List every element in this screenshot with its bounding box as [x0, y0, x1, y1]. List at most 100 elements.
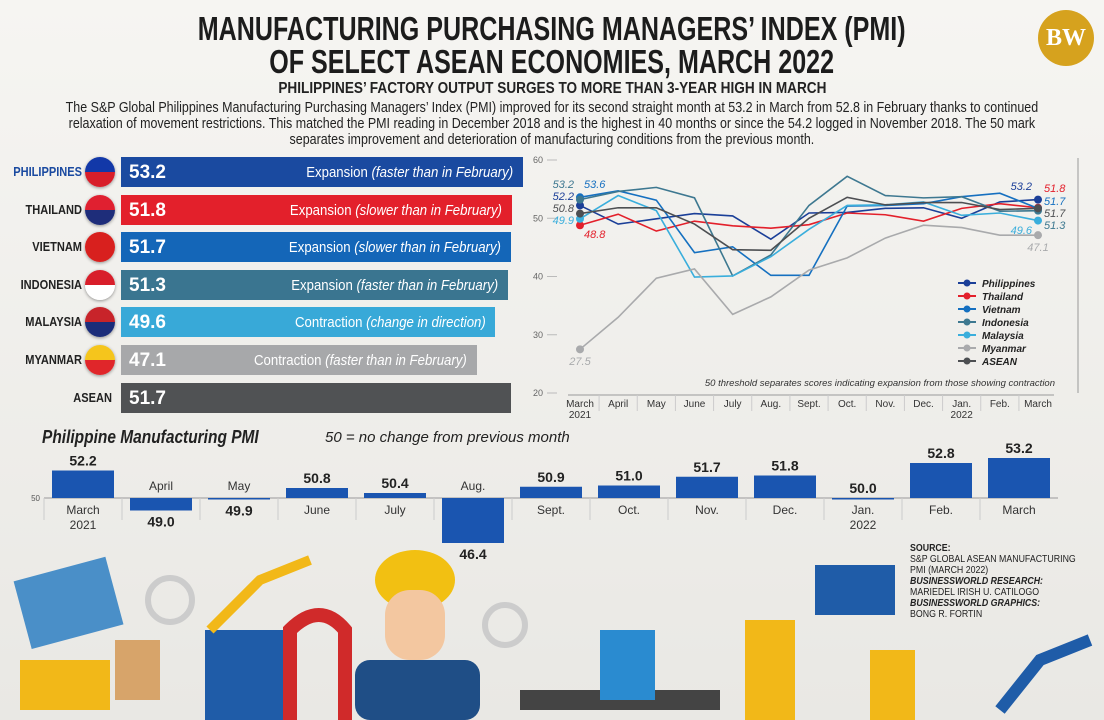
x-tick-label: Aug.: [761, 399, 782, 410]
point-indonesia: [576, 195, 584, 204]
legend-label: Vietnam: [982, 305, 1021, 316]
gear-icon: [145, 575, 195, 625]
bar-description: Expansion (slower than in February): [290, 201, 503, 219]
legend-marker: [963, 318, 971, 326]
ph-x-label: Nov.: [695, 503, 719, 517]
ph-x-label: Jan.: [852, 503, 875, 517]
bar-value: 51.3: [129, 274, 166, 296]
end-value-label: 51.7: [1044, 196, 1066, 208]
bar-value: 53.2: [129, 162, 166, 183]
ph-bar-value: 53.2: [1005, 440, 1032, 456]
end-value-label: 53.2: [1011, 181, 1032, 193]
point-philippines: [1034, 195, 1042, 204]
intro-paragraph: The S&P Global Philippines Manufacturing…: [40, 100, 1064, 148]
press-machine-icon: [205, 630, 290, 720]
robot-arm-icon: [995, 634, 1093, 714]
y-tick-label: 60: [533, 155, 543, 165]
country-label: VIETNAM: [32, 239, 82, 255]
point-myanmar: [576, 345, 584, 354]
ph-bar: [52, 470, 114, 498]
country-bar: 51.7 Expansion (slower than in February): [121, 232, 512, 263]
dispenser-icon: [815, 565, 895, 615]
country-bar: 51.3 Expansion (faster than in February): [121, 269, 509, 300]
bar-description: Expansion (slower than in February): [289, 239, 502, 257]
flag-icon: [85, 232, 115, 263]
x-tick-label: May: [647, 399, 666, 410]
bar-description: Contraction (change in direction): [294, 314, 486, 332]
ph-x-label: July: [384, 503, 405, 517]
ph-x-label: Sept.: [537, 503, 565, 517]
x-tick-label: Oct.: [838, 399, 856, 410]
ph-x-label: March: [1002, 503, 1035, 517]
graphics-heading: BUSINESSWORLD GRAPHICS:: [910, 598, 1041, 609]
ph-chart-subtitle: 50 = no change from previous month: [325, 429, 570, 446]
graphics-text: BONG R. FORTIN: [910, 609, 983, 620]
country-bar: 53.2 Expansion (faster than in February): [121, 157, 523, 187]
start-value-label: 50.8: [553, 203, 575, 215]
ph-chart-title: Philippine Manufacturing PMI: [42, 427, 259, 447]
worker-body-icon: [355, 660, 480, 720]
end-value-label: 47.1: [1027, 242, 1048, 254]
start-value-label: 48.8: [584, 229, 606, 241]
ph-bar-value: 50.0: [849, 480, 876, 496]
bar-description: Expansion (faster than in February): [305, 164, 513, 181]
x-tick-label: 2021: [569, 410, 592, 421]
ph-bar: [598, 485, 660, 498]
legend-label: Indonesia: [982, 318, 1029, 329]
robot-arm-icon: [206, 555, 312, 634]
ph-x-label: Aug.: [461, 479, 486, 493]
legend-marker: [963, 331, 971, 339]
legend-label: Malaysia: [982, 331, 1024, 342]
country-label: ASEAN: [73, 389, 112, 405]
ph-bar: [520, 486, 582, 498]
flag-icon: [85, 269, 115, 300]
ph-bar-value: 51.7: [693, 459, 720, 475]
legend-label: Thailand: [982, 292, 1024, 303]
point-philippines: [576, 201, 584, 210]
ph-bar: [988, 458, 1050, 498]
line-philippines: [579, 198, 1039, 241]
ph-x-label: May: [228, 479, 251, 493]
legend-marker: [963, 305, 971, 313]
ph-bar: [754, 475, 816, 498]
gear-icon: [482, 602, 528, 648]
start-value-label: 52.2: [553, 191, 574, 203]
bar-value: 47.1: [129, 350, 166, 371]
country-label: MYANMAR: [25, 352, 83, 367]
x-tick-label: March: [566, 399, 594, 410]
ph-bar-value: 49.0: [147, 514, 174, 530]
line-thailand: [579, 202, 1039, 232]
line-myanmar: [579, 224, 1038, 350]
subtitle-text: PHILIPPINES’ FACTORY OUTPUT SURGES TO MO…: [277, 80, 827, 97]
ph-x-label: June: [304, 503, 330, 517]
legend-label: Philippines: [982, 279, 1036, 290]
end-value-label: 51.7: [1044, 208, 1066, 220]
ph-x-label: 2022: [850, 518, 877, 532]
research-heading: BUSINESSWORLD RESEARCH:: [910, 576, 1043, 587]
ph-bar-value: 49.9: [225, 502, 252, 518]
x-tick-label: Feb.: [990, 399, 1010, 410]
country-bar: 51.7: [121, 382, 512, 413]
x-tick-label: Sept.: [797, 399, 820, 410]
credits: SOURCE: S&P GLOBAL ASEAN MANUFACTURING P…: [910, 543, 1100, 620]
y-tick-label: 40: [533, 272, 543, 282]
country-bar: 49.6 Contraction (change in direction): [121, 307, 496, 338]
x-tick-label: July: [724, 399, 742, 410]
country-label: THAILAND: [25, 201, 82, 217]
country-label: MALAYSIA: [25, 314, 83, 330]
country-bar: 47.1 Contraction (faster than in February…: [121, 345, 477, 375]
ph-bar: [442, 498, 504, 543]
ph-bar: [676, 476, 738, 498]
tank-icon: [745, 620, 795, 720]
threshold-note: 50 threshold separates scores indicating…: [705, 378, 1055, 389]
point-asean: [1034, 204, 1042, 213]
x-tick-label: Jan.: [952, 399, 971, 410]
ph-bar: [208, 498, 270, 500]
ph-bar-value: 50.4: [381, 475, 408, 491]
start-value-label: 49.9: [553, 215, 574, 227]
ph-x-label: April: [149, 479, 173, 493]
title-line-1: MANUFACTURING PURCHASING MANAGERS’ INDEX…: [198, 10, 906, 47]
start-value-label: 27.5: [568, 356, 591, 368]
